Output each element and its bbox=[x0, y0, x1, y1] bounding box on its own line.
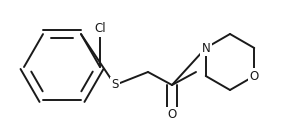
Text: O: O bbox=[250, 69, 259, 82]
Text: S: S bbox=[111, 79, 119, 92]
Text: O: O bbox=[167, 109, 177, 122]
Text: N: N bbox=[201, 42, 210, 55]
Text: Cl: Cl bbox=[94, 22, 106, 35]
